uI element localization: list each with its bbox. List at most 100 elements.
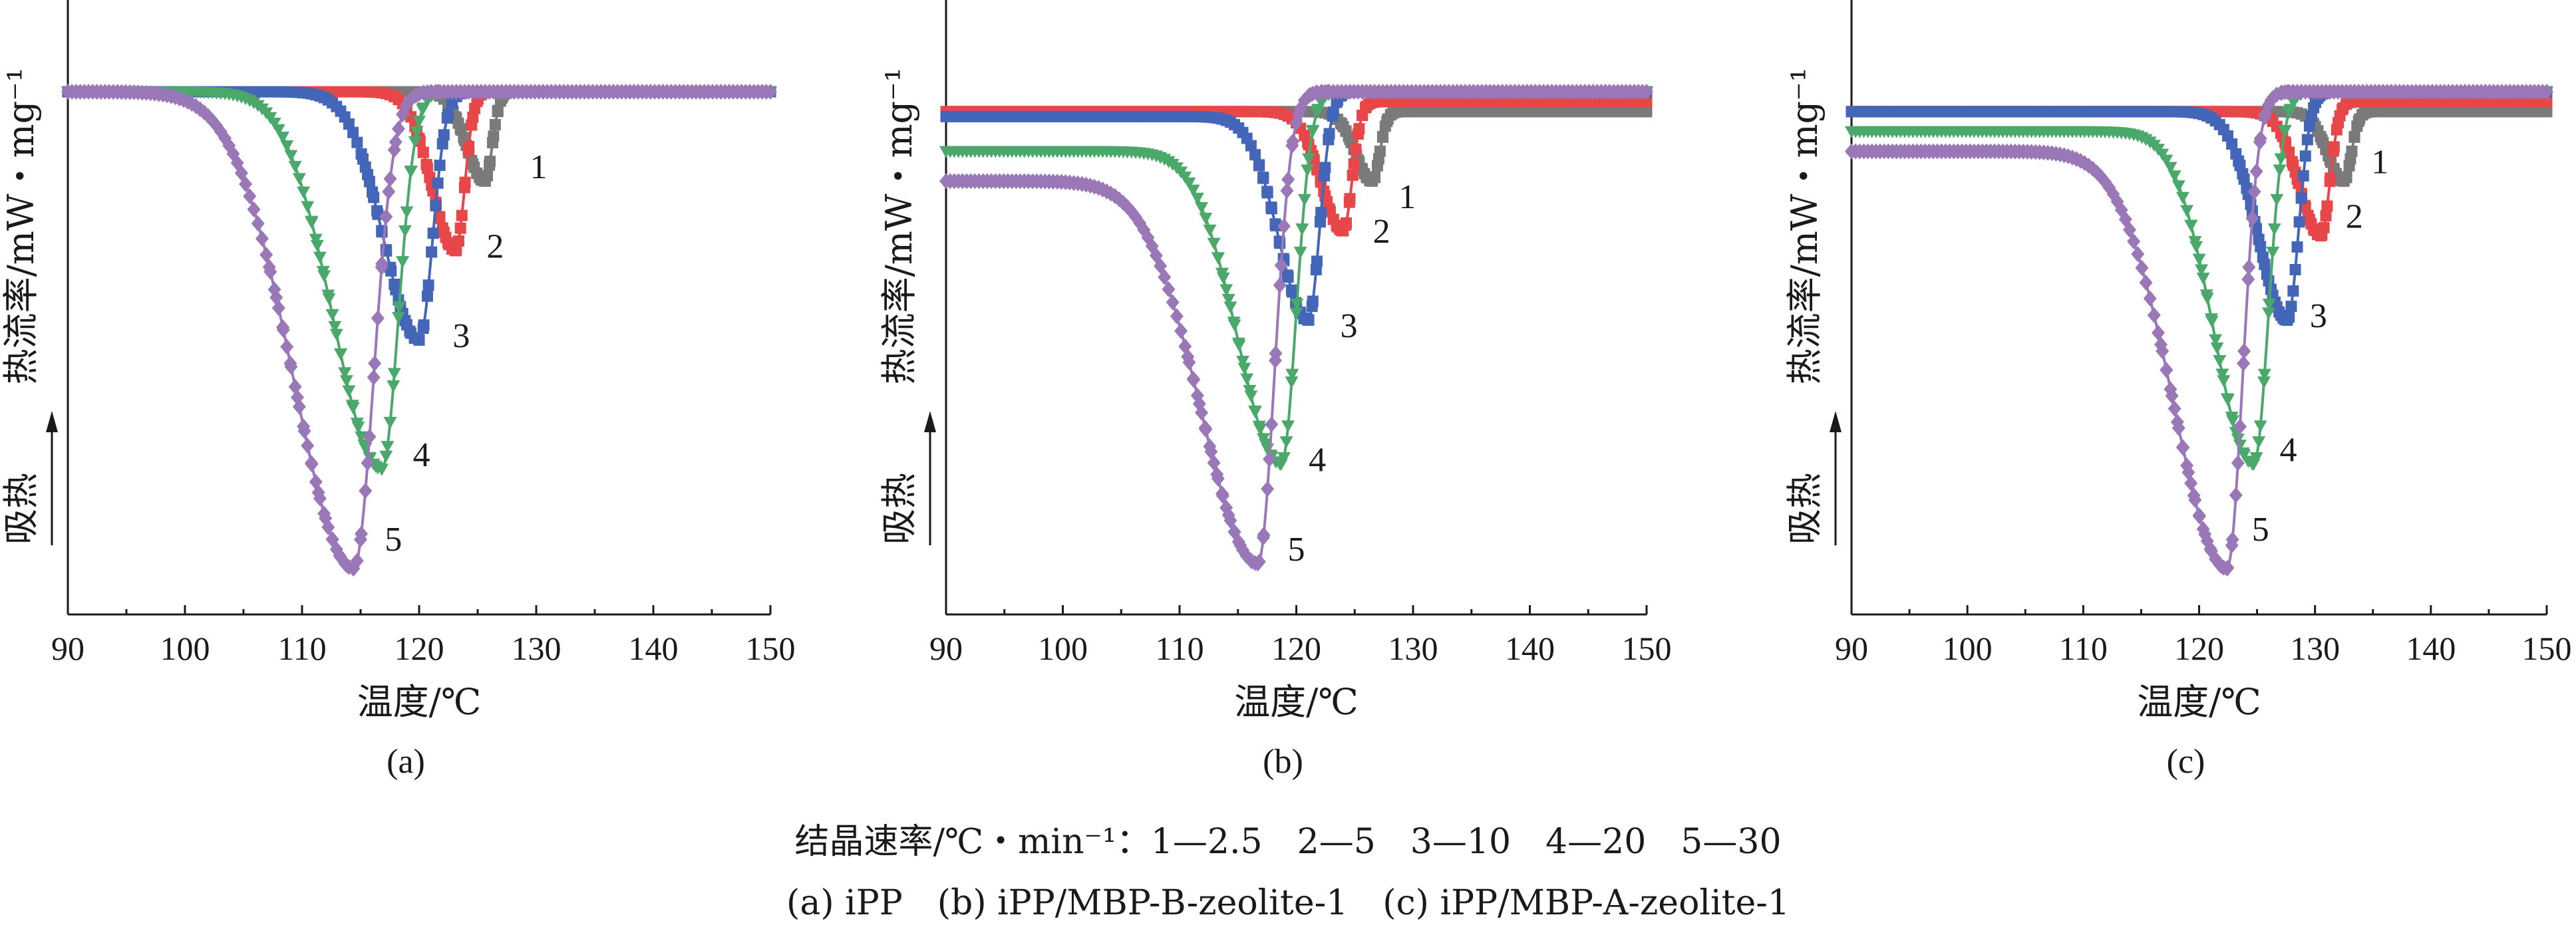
data-point (434, 160, 446, 172)
data-point (1253, 159, 1265, 171)
data-point (2231, 433, 2245, 446)
data-point (2297, 170, 2309, 182)
data-point (1285, 284, 1297, 296)
series-line (1852, 100, 2547, 237)
data-point (313, 251, 327, 264)
data-point (2231, 455, 2245, 471)
data-point (1203, 224, 1217, 237)
data-point (230, 155, 244, 172)
data-point (2541, 106, 2553, 118)
data-point (2184, 219, 2198, 232)
data-point (251, 215, 265, 232)
data-point (2160, 154, 2174, 167)
data-point (1323, 134, 1335, 146)
data-point (1273, 277, 1287, 293)
data-point (2198, 526, 2212, 543)
data-point (420, 158, 432, 170)
x-tick-label: 100 (1038, 630, 1088, 667)
data-point (484, 156, 496, 168)
data-point (399, 315, 411, 327)
data-point (2194, 264, 2208, 277)
data-point (371, 310, 385, 327)
data-point (2303, 120, 2315, 132)
data-point (421, 290, 433, 302)
data-point (1306, 126, 1320, 138)
data-point (2176, 440, 2190, 456)
data-point (2340, 171, 2352, 183)
data-point (2175, 192, 2189, 204)
panel-c: 90 100 110 120 130 140 150 温度/℃ (c) 热流率/mW・mg⁻¹ 吸热… (1784, 0, 2572, 781)
data-point (1261, 186, 1273, 198)
data-point (2203, 541, 2217, 557)
data-point (2369, 106, 2381, 118)
data-point (2199, 289, 2213, 302)
data-point (1174, 323, 1188, 339)
data-point (1277, 218, 1291, 235)
data-point (2131, 246, 2145, 263)
data-point (2123, 221, 2136, 238)
curve-label: 3 (2310, 297, 2327, 335)
data-point (2249, 163, 2263, 180)
data-point (1219, 284, 1233, 297)
x-axis-title: 温度/℃ (357, 681, 482, 723)
data-point (1162, 281, 1176, 298)
x-tick-label: 120 (395, 630, 444, 667)
data-point (2541, 96, 2553, 108)
data-point (1277, 452, 1291, 465)
series-5 (61, 84, 777, 577)
data-point (1281, 171, 1295, 188)
data-point (466, 119, 478, 131)
data-point (1281, 269, 1293, 281)
data-point (2192, 253, 2206, 266)
data-point (283, 355, 297, 372)
data-point (2237, 168, 2249, 180)
data-point (436, 138, 448, 150)
data-point (2213, 354, 2227, 367)
data-point (2343, 160, 2355, 172)
series-4 (1845, 86, 2553, 471)
endotherm-label: 吸热 (878, 473, 920, 545)
data-point (2168, 400, 2181, 417)
data-point (1279, 436, 1293, 449)
data-point (1251, 555, 1265, 572)
curve-label: 5 (1288, 531, 1305, 569)
data-point (764, 84, 777, 100)
endotherm-label: 吸热 (0, 473, 42, 545)
data-point (469, 102, 481, 114)
data-point (1223, 301, 1237, 314)
data-point (309, 233, 323, 246)
x-tick-label: 100 (1943, 630, 1993, 667)
data-point (301, 438, 315, 454)
data-point (367, 186, 379, 198)
curve-label: 5 (2252, 511, 2269, 549)
data-point (1293, 246, 1307, 259)
data-point (1235, 355, 1249, 368)
curve-label: 1 (530, 148, 548, 186)
data-point (2210, 342, 2224, 354)
data-point (311, 484, 325, 501)
data-point (2278, 126, 2292, 138)
data-point (413, 334, 425, 346)
data-point (482, 170, 494, 182)
data-point (1343, 196, 1355, 208)
data-point (2247, 459, 2261, 471)
data-point (1285, 368, 1299, 381)
panel-label: (b) (1263, 743, 1303, 781)
data-point (1248, 405, 1262, 418)
data-point (2135, 259, 2149, 276)
data-point (2295, 192, 2307, 204)
data-point (2215, 368, 2229, 381)
data-point (2249, 452, 2263, 465)
data-point (452, 235, 464, 247)
data-point (2253, 420, 2267, 433)
data-point (1341, 217, 1353, 229)
data-point (1374, 145, 1386, 157)
x-tick-label: 100 (160, 630, 210, 667)
data-point (2291, 241, 2303, 253)
x-tick-label: 130 (2290, 630, 2340, 667)
data-point (400, 206, 414, 219)
data-point (2266, 246, 2280, 259)
data-point (2299, 150, 2311, 162)
data-point (2086, 160, 2100, 177)
data-point (1292, 106, 1306, 122)
